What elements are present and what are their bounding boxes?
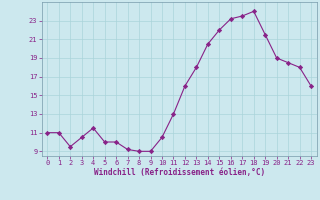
X-axis label: Windchill (Refroidissement éolien,°C): Windchill (Refroidissement éolien,°C) (94, 168, 265, 177)
